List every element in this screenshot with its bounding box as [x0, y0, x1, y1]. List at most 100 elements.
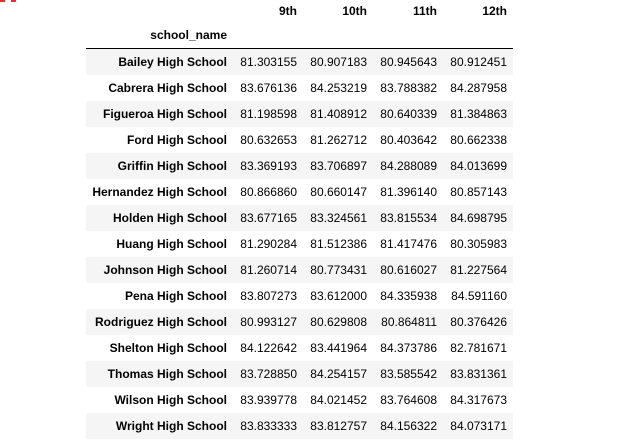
score-cell-10th: 81.512386	[310, 237, 367, 251]
empty-header-cell	[373, 22, 443, 49]
index-name-row: school_name	[86, 22, 513, 49]
output-prompt-marker	[0, 0, 20, 3]
table-row: Rodriguez High School 80.993127 80.629808 8…	[86, 309, 513, 335]
score-cell-12th: 80.376426	[450, 315, 507, 329]
table-row: Wilson High School 83.939778 84.021452 83.7…	[86, 387, 513, 413]
school-name-cell: Huang High School	[116, 237, 227, 251]
school-name-cell: Johnson High School	[103, 263, 227, 277]
score-cell-9th: 81.260714	[240, 263, 297, 277]
school-name-cell: Cabrera High School	[108, 81, 227, 95]
score-cell-11th: 80.616027	[380, 263, 437, 277]
school-name-cell: Griffin High School	[117, 159, 227, 173]
score-cell-11th: 83.585542	[380, 367, 437, 381]
score-cell-9th: 83.728850	[240, 367, 297, 381]
empty-header-cell	[233, 22, 303, 49]
score-cell-9th: 81.303155	[233, 48, 303, 75]
school-name-cell: Shelton High School	[109, 341, 227, 355]
column-header-11th: 11th	[412, 4, 437, 18]
score-cell-10th: 83.612000	[310, 289, 367, 303]
score-cell-9th: 84.122642	[240, 341, 297, 355]
score-cell-11th: 81.417476	[380, 237, 437, 251]
score-cell-10th: 84.253219	[310, 81, 367, 95]
empty-header-cell	[303, 22, 373, 49]
score-cell-11th: 80.864811	[381, 315, 437, 329]
corner-cell	[86, 0, 233, 22]
table-row: Griffin High School 83.369193 83.706897 84.…	[86, 153, 513, 179]
score-cell-12th: 81.384863	[450, 107, 507, 121]
score-cell-11th: 84.156322	[380, 419, 437, 433]
column-header-9th: 9th	[279, 4, 297, 18]
index-name-label: school_name	[150, 28, 227, 42]
score-cell-9th: 80.632653	[240, 133, 297, 147]
column-header-12th: 12th	[482, 4, 507, 18]
score-cell-10th: 80.773431	[310, 263, 367, 277]
table-row: Wright High School 83.833333 83.812757 84.1…	[86, 413, 513, 439]
school-name-cell: Wilson High School	[114, 393, 227, 407]
table-row: Ford High School 80.632653 81.262712 80.403…	[86, 127, 513, 153]
table-row: Cabrera High School 83.676136 84.253219 83.…	[86, 75, 513, 101]
marker-dash	[11, 0, 16, 2]
score-cell-11th: 80.403642	[380, 133, 437, 147]
empty-header-cell	[443, 22, 513, 49]
score-cell-9th: 80.866860	[240, 185, 297, 199]
score-cell-10th: 80.660147	[310, 185, 367, 199]
score-cell-12th: 83.831361	[450, 367, 507, 381]
school-name-cell: Wright High School	[115, 419, 227, 433]
score-cell-10th: 80.629808	[310, 315, 367, 329]
score-cell-9th: 83.677165	[240, 211, 297, 225]
table-row: Thomas High School 83.728850 84.254157 83.5…	[86, 361, 513, 387]
score-cell-11th: 83.815534	[380, 211, 437, 225]
school-name-cell: Hernandez High School	[92, 185, 227, 199]
score-cell-12th: 82.781671	[450, 341, 507, 355]
school-name-cell: Thomas High School	[107, 367, 227, 381]
table-row: Huang High School 81.290284 81.512386 81.41…	[86, 231, 513, 257]
score-cell-10th: 83.812757	[310, 419, 367, 433]
column-header-10th: 10th	[342, 4, 367, 18]
dataframe-table: 9th 10th 11th 12th school_name Bailey Hi…	[86, 0, 513, 439]
marker-dash	[0, 0, 5, 2]
score-cell-12th: 80.857143	[450, 185, 507, 199]
table-header: 9th 10th 11th 12th school_name	[86, 0, 513, 49]
column-header-row: 9th 10th 11th 12th	[86, 0, 513, 22]
score-cell-10th: 81.408912	[310, 107, 367, 121]
score-cell-9th: 83.369193	[240, 159, 297, 173]
score-cell-11th: 81.396140	[380, 185, 437, 199]
table-row: Bailey High School 81.303155 80.907183 80.9…	[86, 48, 513, 75]
score-cell-12th: 84.698795	[450, 211, 507, 225]
score-cell-11th: 80.945643	[373, 48, 443, 75]
table-row: Pena High School 83.807273 83.612000 84.335…	[86, 283, 513, 309]
score-cell-9th: 83.939778	[240, 393, 297, 407]
score-cell-9th: 81.198598	[240, 107, 297, 121]
score-cell-10th: 83.441964	[310, 341, 367, 355]
score-cell-11th: 84.335938	[380, 289, 437, 303]
score-cell-12th: 84.317673	[450, 393, 507, 407]
table-row: Figueroa High School 81.198598 81.408912 80…	[86, 101, 513, 127]
table-row: Shelton High School 84.122642 83.441964 84.…	[86, 335, 513, 361]
table-row: Hernandez High School 80.866860 80.660147 8…	[86, 179, 513, 205]
score-cell-12th: 80.912451	[443, 48, 513, 75]
score-cell-12th: 84.073171	[450, 419, 507, 433]
school-name-cell: Ford High School	[127, 133, 227, 147]
score-cell-11th: 83.764608	[380, 393, 437, 407]
score-cell-11th: 80.640339	[380, 107, 437, 121]
score-cell-9th: 83.833333	[240, 419, 297, 433]
table-row: Holden High School 83.677165 83.324561 83.8…	[86, 205, 513, 231]
score-cell-10th: 84.021452	[310, 393, 367, 407]
school-name-cell: Bailey High School	[86, 48, 233, 75]
score-cell-10th: 84.254157	[310, 367, 367, 381]
score-cell-9th: 80.993127	[240, 315, 297, 329]
table-body: Bailey High School 81.303155 80.907183 80.9…	[86, 48, 513, 439]
score-cell-11th: 84.373786	[380, 341, 437, 355]
score-cell-10th: 80.907183	[303, 48, 373, 75]
school-name-cell: Figueroa High School	[102, 107, 227, 121]
score-cell-12th: 84.287958	[450, 81, 507, 95]
score-cell-12th: 84.013699	[450, 159, 507, 173]
score-cell-12th: 81.227564	[450, 263, 507, 277]
score-cell-12th: 84.591160	[451, 289, 507, 303]
score-cell-12th: 80.305983	[450, 237, 507, 251]
score-cell-9th: 83.807273	[240, 289, 297, 303]
score-cell-11th: 83.788382	[380, 81, 437, 95]
table-row: Johnson High School 81.260714 80.773431 80.…	[86, 257, 513, 283]
score-cell-9th: 83.676136	[240, 81, 297, 95]
score-cell-12th: 80.662338	[450, 133, 507, 147]
